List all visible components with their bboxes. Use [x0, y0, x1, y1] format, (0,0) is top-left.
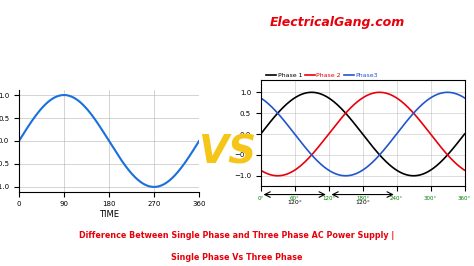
Phase 2: [279, 174, 284, 177]
Phase 1: [417, 173, 423, 177]
Text: VS: VS: [199, 134, 256, 172]
Phase 1: [279, 107, 284, 111]
Phase 2: [421, 124, 427, 127]
Phase3: [445, 91, 450, 94]
Phase 2: [417, 119, 423, 122]
Phase 2: [275, 174, 281, 177]
Phase3: [398, 127, 404, 130]
Phase3: [340, 174, 346, 177]
Phase 2: [340, 114, 346, 117]
Text: 120°: 120°: [287, 200, 302, 205]
Phase 2: [377, 91, 383, 94]
Phase3: [343, 174, 348, 177]
Phase 2: [348, 106, 354, 109]
X-axis label: TIME: TIME: [99, 210, 119, 219]
Phase3: [279, 116, 284, 119]
Phase 2: [258, 169, 264, 172]
Legend: Phase 1, Phase 2, Phase3: Phase 1, Phase 2, Phase3: [264, 70, 381, 81]
Text: 120°: 120°: [355, 200, 370, 205]
Phase 2: [462, 169, 467, 172]
Phase3: [258, 96, 264, 99]
Phase3: [348, 174, 354, 177]
Text: Single Phase Vs Three Phase: Single Phase Vs Three Phase: [171, 253, 303, 262]
Phase 1: [462, 132, 467, 136]
Phase 1: [309, 91, 315, 94]
Line: Phase 2: Phase 2: [261, 92, 465, 176]
Phase3: [417, 105, 423, 108]
Phase 1: [258, 132, 264, 136]
Phase3: [462, 96, 467, 99]
Phase 1: [398, 171, 404, 174]
Phase 1: [410, 174, 416, 177]
Phase 1: [348, 117, 354, 120]
Text: Difference Between Single Phase and Three Phase AC Power Supply |: Difference Between Single Phase and Thre…: [79, 231, 395, 240]
Phase 2: [398, 99, 404, 103]
Text: ElectricalGang.com: ElectricalGang.com: [270, 16, 405, 29]
Phase 1: [340, 109, 346, 112]
Line: Phase3: Phase3: [261, 92, 465, 176]
Line: Phase 1: Phase 1: [261, 92, 465, 176]
Phase 1: [421, 172, 427, 175]
Phase3: [420, 102, 426, 105]
